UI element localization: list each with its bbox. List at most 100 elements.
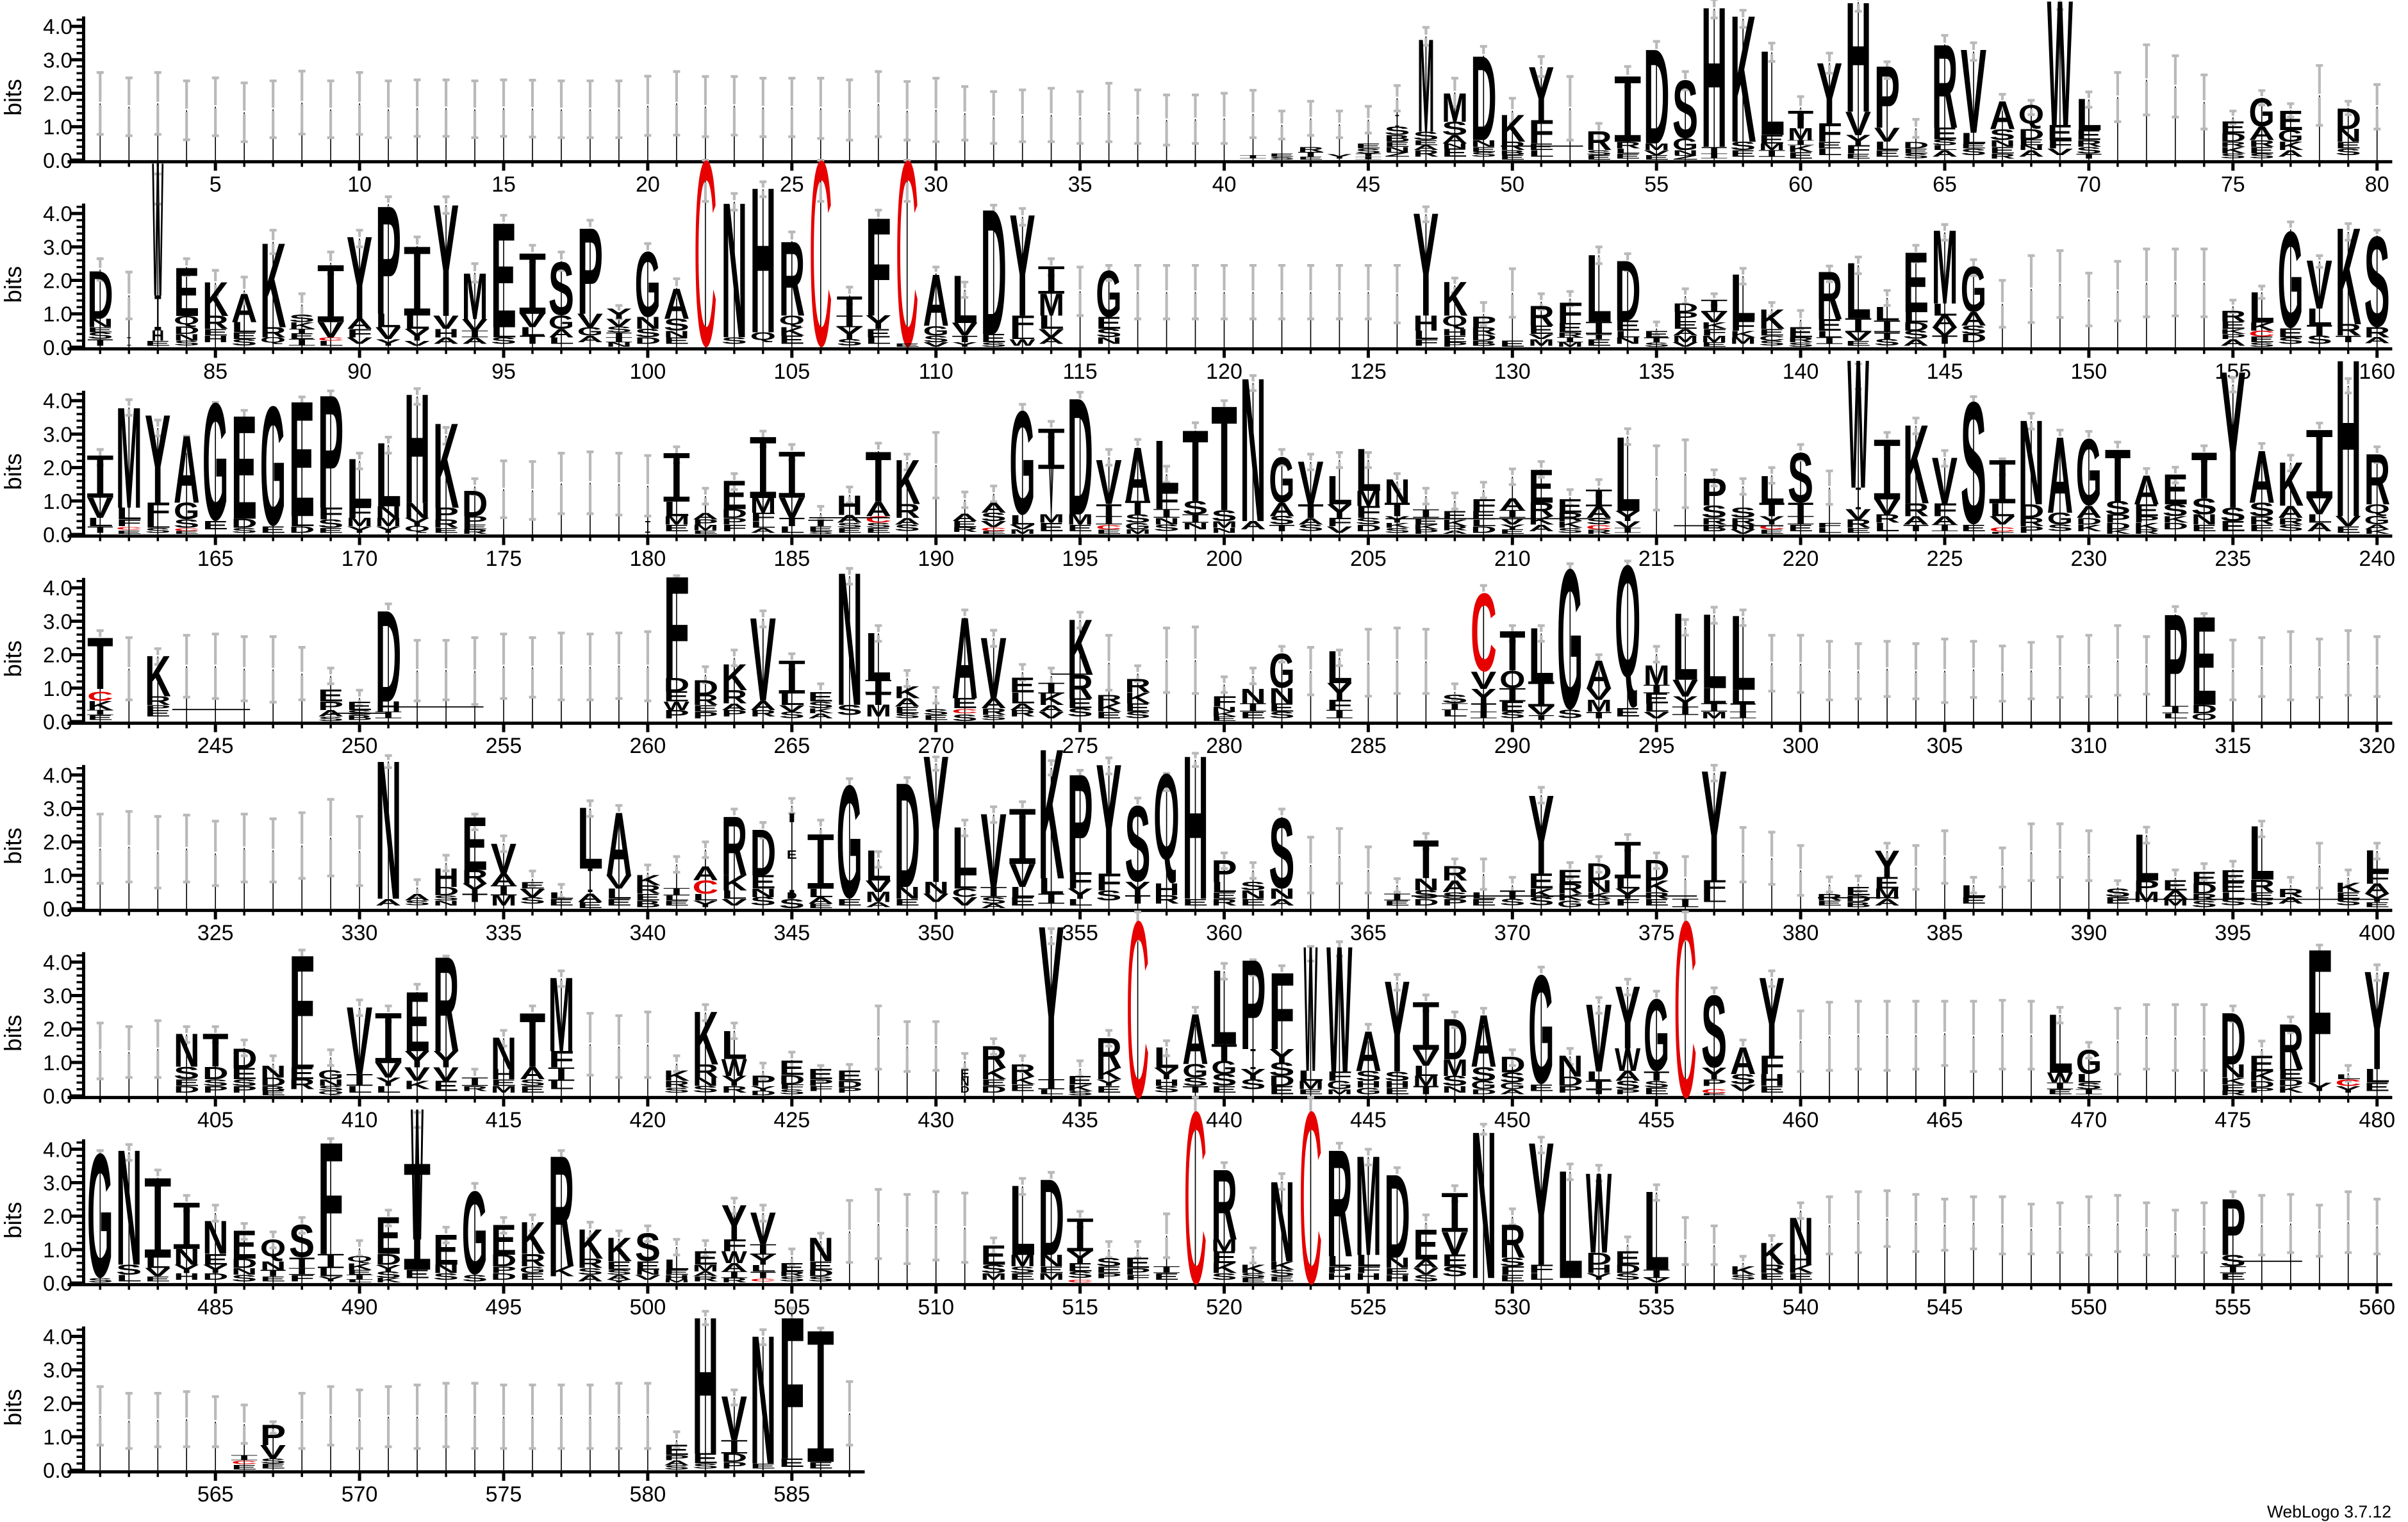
svg-text:L: L [1298,1068,1324,1084]
svg-text:165: 165 [197,547,234,571]
svg-text:H: H [1153,1077,1180,1088]
svg-text:E: E [289,366,315,551]
svg-text:R: R [2220,308,2247,325]
svg-text:D: D [289,524,315,535]
svg-text:N: N [260,1063,286,1082]
svg-text:30: 30 [924,172,948,197]
svg-text:A: A [1038,703,1064,714]
svg-text:S: S [1788,438,1813,517]
svg-text:1.0: 1.0 [43,1425,72,1449]
svg-text:G: G [1211,1057,1237,1078]
svg-text:N: N [318,1077,344,1088]
svg-text:S: S [1269,798,1294,909]
svg-text:355: 355 [1062,921,1098,945]
svg-text:R: R [1557,881,1583,897]
svg-text:S: S [174,1063,199,1082]
svg-text:A: A [577,334,604,345]
svg-text:P: P [462,513,488,527]
svg-text:R: R [520,1250,546,1270]
svg-text:E: E [1644,154,1669,161]
svg-text:P: P [202,1084,228,1095]
svg-text:F: F [722,1236,748,1255]
svg-text:T: T [1586,709,1612,720]
svg-text:S: S [1413,888,1439,901]
svg-text:S: S [980,511,1006,524]
svg-text:345: 345 [773,921,810,945]
svg-text:R: R [462,1084,488,1093]
svg-text:R: R [1557,510,1583,524]
svg-text:G: G [1269,444,1294,517]
svg-text:D: D [1067,364,1093,551]
svg-text:325: 325 [197,921,234,945]
svg-text:C: C [809,107,832,401]
svg-text:A: A [1932,148,1958,159]
svg-text:E: E [231,331,257,342]
svg-text:L: L [1817,147,1843,158]
svg-text:P: P [145,704,170,712]
svg-text:A: A [952,511,978,524]
svg-text:0.0: 0.0 [43,1271,72,1295]
svg-text:K: K [577,1221,604,1268]
svg-text:R: R [1211,897,1237,907]
svg-text:15: 15 [491,172,516,197]
svg-text:A: A [2134,467,2160,513]
svg-text:N: N [1211,705,1237,713]
svg-text:E: E [837,1068,862,1084]
svg-text:E: E [462,523,488,531]
svg-text:K: K [2163,514,2189,525]
svg-text:N: N [1269,886,1295,902]
svg-text:160: 160 [2359,360,2395,384]
svg-text:E: E [1067,522,1093,533]
svg-text:M: M [1038,288,1064,322]
svg-text:R: R [2249,513,2275,527]
svg-text:L: L [1817,526,1843,534]
svg-text:N: N [1413,875,1439,894]
svg-text:E: E [808,690,834,705]
svg-text:T: T [2307,322,2333,339]
svg-text:E: E [1067,695,1093,711]
svg-text:E: E [1730,148,1756,159]
svg-text:T: T [87,524,113,535]
svg-text:K: K [1125,690,1151,707]
svg-text:A: A [664,280,690,329]
svg-text:K: K [1644,877,1670,896]
svg-text:E: E [1644,690,1669,706]
svg-text:G: G [2278,203,2304,356]
svg-text:K: K [1096,1064,1122,1083]
svg-text:N: N [404,499,431,522]
svg-text:E: E [1153,1271,1179,1282]
svg-text:T: T [1211,375,1237,542]
svg-text:60: 60 [1788,172,1813,197]
svg-text:T: T [1903,522,1929,533]
svg-text:435: 435 [1062,1108,1098,1132]
svg-text:R: R [433,929,459,1080]
svg-text:M: M [693,524,719,533]
svg-text:T: T [87,622,113,705]
svg-text:D: D [1471,333,1497,342]
svg-text:F: F [347,327,373,340]
svg-text:W: W [1009,337,1035,348]
svg-text:S: S [1269,1059,1294,1080]
svg-text:E: E [1817,316,1842,335]
svg-text:450: 450 [1494,1108,1531,1132]
svg-text:L: L [2163,712,2189,720]
svg-text:Y: Y [1326,500,1352,522]
svg-text:Y: Y [606,306,632,322]
svg-text:Y: Y [1615,886,1640,902]
svg-text:E: E [980,331,1006,345]
svg-text:240: 240 [2359,547,2395,571]
svg-text:H: H [1326,1271,1353,1282]
svg-text:R: R [693,1275,719,1283]
svg-text:L: L [404,311,431,333]
svg-text:K: K [980,1064,1007,1083]
svg-text:H: H [1384,1079,1410,1090]
svg-text:E: E [231,385,257,550]
svg-text:S: S [1125,512,1150,525]
svg-text:E: E [231,1064,257,1082]
svg-text:F: F [1932,499,1958,520]
svg-text:T: T [1528,713,1554,722]
svg-text:P: P [1701,1077,1727,1088]
svg-text:E: E [491,192,516,360]
svg-text:A: A [980,902,1007,909]
svg-text:E: E [779,333,805,347]
